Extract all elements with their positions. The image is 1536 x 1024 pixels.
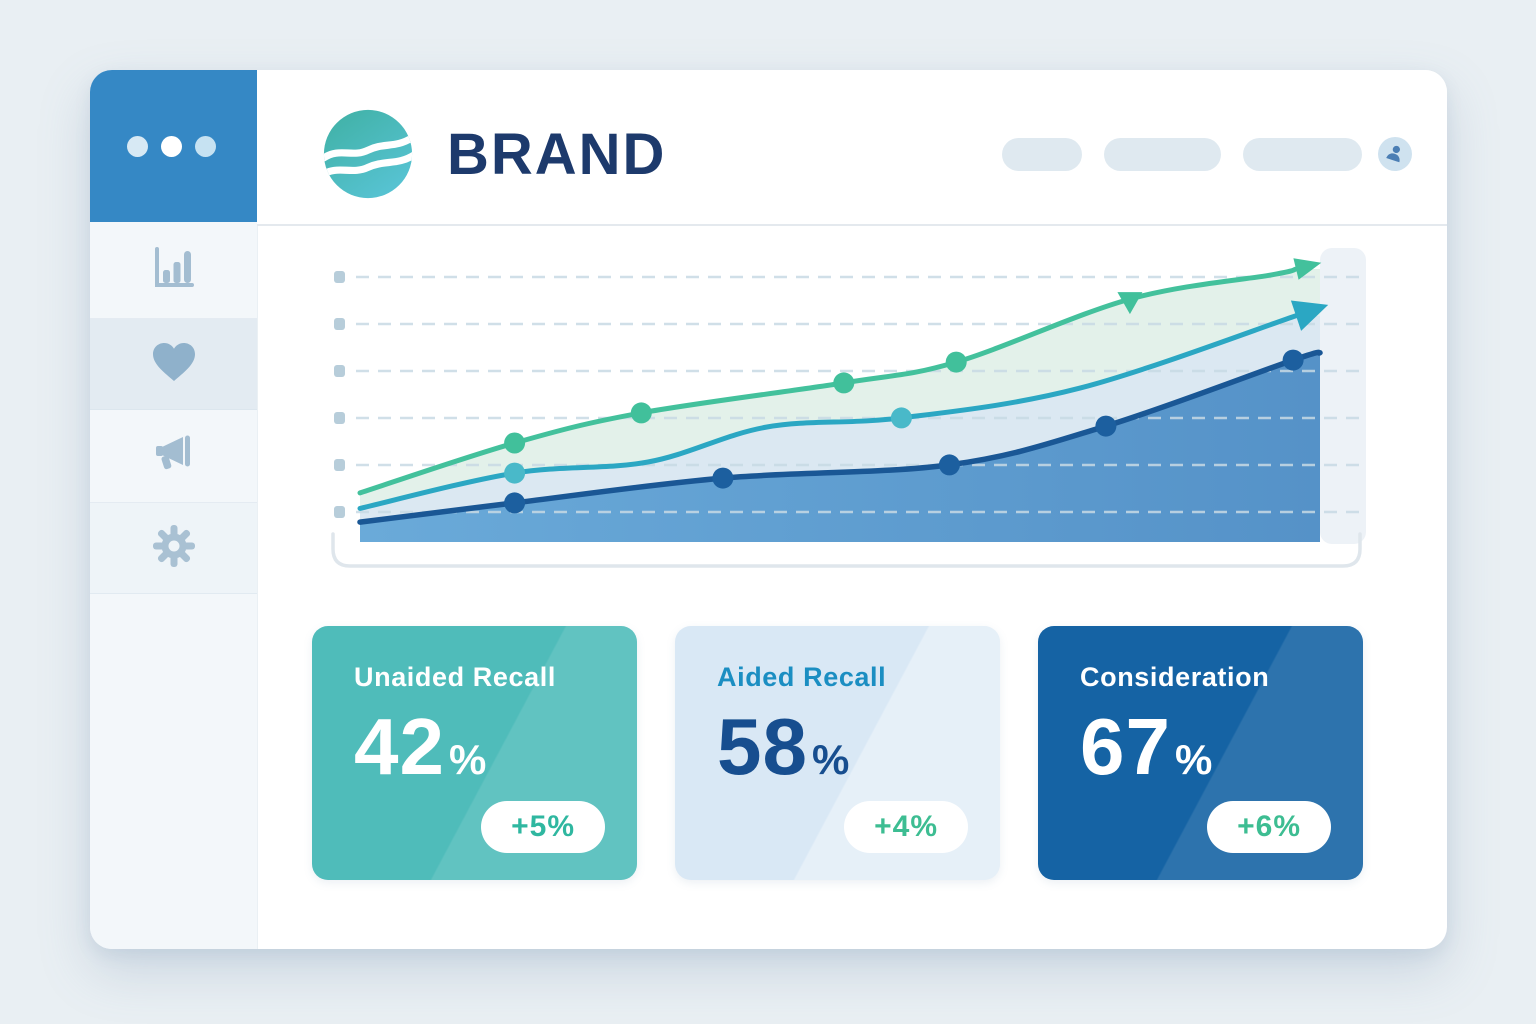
metric-card-consideration: Consideration 67 % +6% [1038, 626, 1363, 880]
card-value-row: 42 % [354, 707, 603, 787]
sidebar-menu-dots[interactable] [90, 70, 257, 222]
header-nav [1002, 137, 1412, 171]
user-icon [1385, 143, 1405, 166]
sidebar-item-campaigns[interactable] [90, 410, 257, 503]
app-window: BRAND [90, 70, 1447, 949]
sidebar-item-brand-health[interactable] [90, 319, 257, 410]
megaphone-icon [150, 432, 198, 481]
card-unit: % [811, 736, 850, 783]
sidebar [90, 70, 258, 949]
brand-title: BRAND [447, 121, 667, 187]
nav-pill-2[interactable] [1104, 137, 1221, 171]
card-value: 58 [717, 702, 808, 791]
card-value: 67 [1080, 702, 1171, 791]
metric-card-unaided-recall: Unaided Recall 42 % +5% [312, 626, 637, 880]
card-value-row: 67 % [1080, 707, 1329, 787]
app-header: BRAND [257, 70, 1447, 226]
card-value: 42 [354, 702, 445, 791]
heart-icon [151, 341, 197, 388]
sidebar-item-settings[interactable] [90, 503, 257, 594]
metric-cards-row: Unaided Recall 42 % +5% Aided Recall 58 … [312, 626, 1363, 880]
brand-metrics-chart [330, 240, 1370, 580]
card-label: Unaided Recall [354, 662, 556, 692]
menu-dot [161, 135, 182, 157]
avatar-button[interactable] [1378, 137, 1412, 171]
nav-pill-3[interactable] [1243, 137, 1362, 171]
card-unit: % [1174, 736, 1213, 783]
nav-pill-1[interactable] [1002, 137, 1082, 171]
gear-icon [151, 523, 197, 574]
delta-badge: +5% [481, 801, 605, 853]
sidebar-item-analytics[interactable] [90, 222, 257, 319]
wave-logo-icon [322, 108, 414, 200]
menu-dot [195, 135, 216, 157]
delta-badge: +6% [1207, 801, 1331, 853]
chart-section [330, 240, 1370, 580]
card-value-row: 58 % [717, 707, 966, 787]
card-unit: % [448, 736, 487, 783]
bar-chart-icon [150, 245, 198, 296]
metric-card-aided-recall: Aided Recall 58 % +4% [675, 626, 1000, 880]
card-label: Consideration [1080, 662, 1270, 692]
delta-badge: +4% [844, 801, 968, 853]
menu-dot [127, 135, 148, 157]
card-label: Aided Recall [717, 662, 887, 692]
